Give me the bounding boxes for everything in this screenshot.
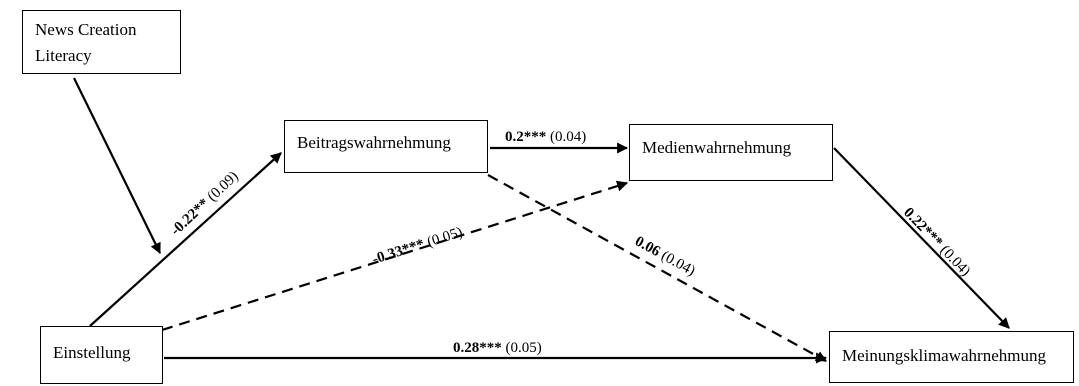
- node-label-einstellung: Einstellung: [53, 343, 131, 362]
- node-meinungsklimawahrnehmung: Meinungsklimawahrnehmung: [829, 331, 1074, 383]
- coef-beitragswahrnehmung-medienwahrnehmung: 0.2***: [505, 129, 546, 145]
- label-einstellung-meinungsklima: 0.28*** (0.05): [453, 340, 542, 356]
- node-medienwahrnehmung: Medienwahrnehmung: [629, 124, 833, 181]
- coef-einstellung-beitragswahrnehmung: -0.22**: [168, 196, 213, 239]
- edge-beitragswahrnehmung-meinungsklima: [487, 174, 827, 362]
- node-beitragswahrnehmung: Beitragswahrnehmung: [284, 120, 488, 173]
- se-einstellung-beitragswahrnehmung: (0.09): [204, 168, 241, 204]
- edge-einstellung-medienwahrnehmung: [161, 180, 629, 332]
- label-medienwahrnehmung-meinungsklima: 0.22*** (0.04): [900, 205, 973, 280]
- edge-einstellung-beitragswahrnehmung: [89, 152, 282, 327]
- node-label-beitragswahrnehmung: Beitragswahrnehmung: [297, 133, 451, 152]
- se-einstellung-meinungsklima: (0.05): [506, 340, 542, 356]
- label-einstellung-beitragswahrnehmung: -0.22** (0.09): [168, 168, 242, 239]
- node-news-creation-literacy: News Creation Literacy: [22, 10, 181, 74]
- node-einstellung: Einstellung: [40, 326, 163, 384]
- coef-medienwahrnehmung-meinungsklima: 0.22***: [900, 205, 945, 251]
- coef-einstellung-medienwahrnehmung: -0.33***: [370, 236, 426, 267]
- svg-text:-0.22** (0.09): -0.22** (0.09): [168, 168, 242, 239]
- edge-ncl-moderation: [73, 77, 161, 254]
- label-einstellung-medienwahrnehmung: -0.33*** (0.05): [370, 224, 464, 267]
- node-label-medienwahrnehmung: Medienwahrnehmung: [642, 138, 792, 157]
- se-einstellung-medienwahrnehmung: (0.05): [425, 224, 464, 250]
- node-label-news-creation-literacy: News Creation Literacy: [35, 20, 137, 65]
- svg-text:0.22*** (0.04): 0.22*** (0.04): [900, 205, 973, 280]
- coef-einstellung-meinungsklima: 0.28***: [453, 340, 502, 356]
- svg-text:-0.33*** (0.05): -0.33*** (0.05): [370, 224, 464, 267]
- svg-text:0.28*** (0.05): 0.28*** (0.05): [453, 340, 542, 356]
- label-beitragswahrnehmung-medienwahrnehmung: 0.2*** (0.04): [505, 129, 586, 145]
- svg-text:0.2*** (0.04): 0.2*** (0.04): [505, 129, 586, 145]
- se-beitragswahrnehmung-meinungsklima: (0.04): [658, 248, 697, 279]
- se-beitragswahrnehmung-medienwahrnehmung: (0.04): [550, 129, 586, 145]
- se-medienwahrnehmung-meinungsklima: (0.04): [937, 242, 974, 279]
- edge-medienwahrnehmung-meinungsklima: [833, 147, 1010, 329]
- node-label-meinungsklimawahrnehmung: Meinungsklimawahrnehmung: [842, 346, 1046, 365]
